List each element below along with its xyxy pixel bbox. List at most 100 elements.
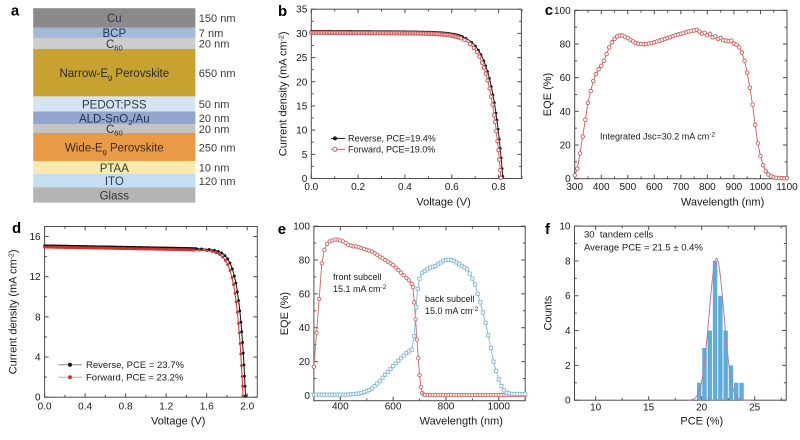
svg-text:100: 100 bbox=[293, 222, 310, 233]
svg-text:c: c bbox=[545, 2, 553, 19]
svg-text:8: 8 bbox=[35, 312, 41, 323]
svg-text:Current density (mA cm-2): Current density (mA cm-2) bbox=[278, 31, 290, 156]
svg-text:40: 40 bbox=[299, 323, 311, 334]
svg-text:20: 20 bbox=[299, 357, 311, 368]
svg-text:Wavelength (nm): Wavelength (nm) bbox=[420, 416, 503, 428]
svg-text:650 nm: 650 nm bbox=[199, 68, 236, 80]
svg-text:0.4: 0.4 bbox=[398, 182, 412, 193]
svg-text:0: 0 bbox=[565, 174, 571, 185]
svg-text:0: 0 bbox=[302, 174, 308, 185]
svg-text:800: 800 bbox=[699, 182, 716, 193]
svg-text:0.8: 0.8 bbox=[492, 182, 506, 193]
svg-text:Forward, PCE=19.0%: Forward, PCE=19.0% bbox=[348, 144, 435, 154]
svg-text:e: e bbox=[278, 221, 286, 238]
svg-text:EQE (%): EQE (%) bbox=[542, 73, 554, 116]
svg-text:f: f bbox=[545, 221, 551, 238]
svg-text:60: 60 bbox=[560, 73, 572, 84]
svg-text:400: 400 bbox=[593, 182, 610, 193]
svg-text:1000: 1000 bbox=[488, 402, 511, 413]
svg-text:30: 30 bbox=[296, 29, 308, 40]
svg-text:PTAA: PTAA bbox=[100, 163, 130, 175]
svg-text:Wide-Eg Perovskite: Wide-Eg Perovskite bbox=[65, 143, 164, 157]
svg-text:Forward, PCE = 23.2%: Forward, PCE = 23.2% bbox=[86, 373, 184, 384]
svg-text:4: 4 bbox=[35, 353, 41, 364]
svg-text:Voltage (V): Voltage (V) bbox=[151, 416, 205, 428]
svg-text:b: b bbox=[278, 3, 287, 20]
svg-text:1100: 1100 bbox=[776, 182, 798, 193]
svg-text:0: 0 bbox=[565, 396, 571, 407]
svg-text:120 nm: 120 nm bbox=[199, 176, 236, 188]
svg-text:800: 800 bbox=[438, 402, 455, 413]
svg-text:50 nm: 50 nm bbox=[199, 99, 230, 111]
svg-text:0: 0 bbox=[304, 391, 310, 402]
svg-text:1.6: 1.6 bbox=[200, 402, 214, 413]
svg-text:35: 35 bbox=[296, 5, 308, 16]
svg-text:700: 700 bbox=[673, 182, 690, 193]
svg-text:16: 16 bbox=[29, 232, 41, 243]
svg-text:100: 100 bbox=[554, 6, 571, 17]
svg-text:20: 20 bbox=[560, 141, 572, 152]
svg-text:10: 10 bbox=[559, 222, 571, 233]
svg-text:20 nm: 20 nm bbox=[199, 124, 230, 136]
svg-text:40: 40 bbox=[560, 107, 572, 118]
svg-text:Current density (mA cm-2): Current density (mA cm-2) bbox=[8, 249, 20, 374]
svg-text:front subcell: front subcell bbox=[333, 272, 382, 282]
svg-text:4: 4 bbox=[565, 326, 571, 337]
svg-text:80: 80 bbox=[560, 40, 572, 51]
svg-text:7 nm: 7 nm bbox=[199, 28, 223, 40]
svg-text:15: 15 bbox=[643, 403, 655, 414]
svg-text:900: 900 bbox=[726, 182, 743, 193]
svg-text:2: 2 bbox=[565, 361, 571, 372]
svg-text:BCP: BCP bbox=[102, 28, 126, 40]
svg-text:300: 300 bbox=[566, 182, 583, 193]
svg-text:Narrow-Eg Perovskite: Narrow-Eg Perovskite bbox=[59, 68, 169, 82]
svg-text:20: 20 bbox=[296, 77, 308, 88]
svg-text:Counts: Counts bbox=[542, 295, 554, 330]
svg-text:150 nm: 150 nm bbox=[199, 13, 236, 25]
svg-text:0: 0 bbox=[35, 393, 41, 404]
svg-text:Glass: Glass bbox=[100, 190, 130, 202]
svg-text:60: 60 bbox=[299, 289, 311, 300]
svg-text:5: 5 bbox=[302, 150, 308, 161]
svg-text:600: 600 bbox=[385, 402, 402, 413]
svg-text:Average PCE = 21.5 ± 0.4%: Average PCE = 21.5 ± 0.4% bbox=[584, 243, 703, 254]
svg-text:1.2: 1.2 bbox=[159, 402, 173, 413]
svg-text:PEDOT:PSS: PEDOT:PSS bbox=[82, 99, 147, 111]
svg-text:10: 10 bbox=[590, 403, 602, 414]
svg-text:0.4: 0.4 bbox=[78, 402, 92, 413]
svg-text:400: 400 bbox=[332, 402, 349, 413]
svg-text:0.8: 0.8 bbox=[119, 402, 133, 413]
svg-text:PCE (%): PCE (%) bbox=[680, 416, 723, 428]
svg-text:250 nm: 250 nm bbox=[199, 142, 236, 154]
svg-text:a: a bbox=[11, 3, 20, 20]
svg-text:20 nm: 20 nm bbox=[199, 39, 230, 51]
svg-text:EQE (%): EQE (%) bbox=[279, 292, 291, 335]
svg-text:Wavelength (nm): Wavelength (nm) bbox=[681, 197, 764, 209]
svg-text:Voltage (V): Voltage (V) bbox=[416, 197, 470, 209]
svg-text:d: d bbox=[12, 220, 21, 237]
svg-text:0.0: 0.0 bbox=[304, 182, 318, 193]
svg-text:25: 25 bbox=[749, 403, 761, 414]
svg-text:20: 20 bbox=[696, 403, 708, 414]
svg-text:600: 600 bbox=[646, 182, 663, 193]
svg-text:0.0: 0.0 bbox=[38, 402, 52, 413]
svg-text:1000: 1000 bbox=[749, 182, 772, 193]
svg-text:500: 500 bbox=[619, 182, 636, 193]
svg-text:20 nm: 20 nm bbox=[199, 113, 230, 125]
svg-text:25: 25 bbox=[296, 53, 308, 64]
svg-text:12: 12 bbox=[29, 272, 41, 283]
svg-text:ITO: ITO bbox=[105, 176, 124, 188]
svg-text:0.2: 0.2 bbox=[351, 182, 365, 193]
svg-text:0.6: 0.6 bbox=[445, 182, 459, 193]
svg-text:15: 15 bbox=[296, 101, 308, 112]
svg-text:8: 8 bbox=[565, 256, 571, 267]
svg-text:Integrated Jsc=30.2 mA cm-2: Integrated Jsc=30.2 mA cm-2 bbox=[600, 132, 715, 142]
svg-text:6: 6 bbox=[565, 291, 571, 302]
svg-text:30 tandem cells: 30 tandem cells bbox=[584, 230, 653, 241]
svg-text:2.0: 2.0 bbox=[240, 402, 254, 413]
svg-text:15.1 mA cm-2: 15.1 mA cm-2 bbox=[333, 284, 387, 294]
svg-text:15.0 mA cm-2: 15.0 mA cm-2 bbox=[425, 306, 479, 316]
svg-text:10: 10 bbox=[296, 126, 308, 137]
svg-text:Reverse, PCE=19.4%: Reverse, PCE=19.4% bbox=[348, 133, 436, 143]
svg-text:Reverse, PCE = 23.7%: Reverse, PCE = 23.7% bbox=[86, 360, 185, 371]
